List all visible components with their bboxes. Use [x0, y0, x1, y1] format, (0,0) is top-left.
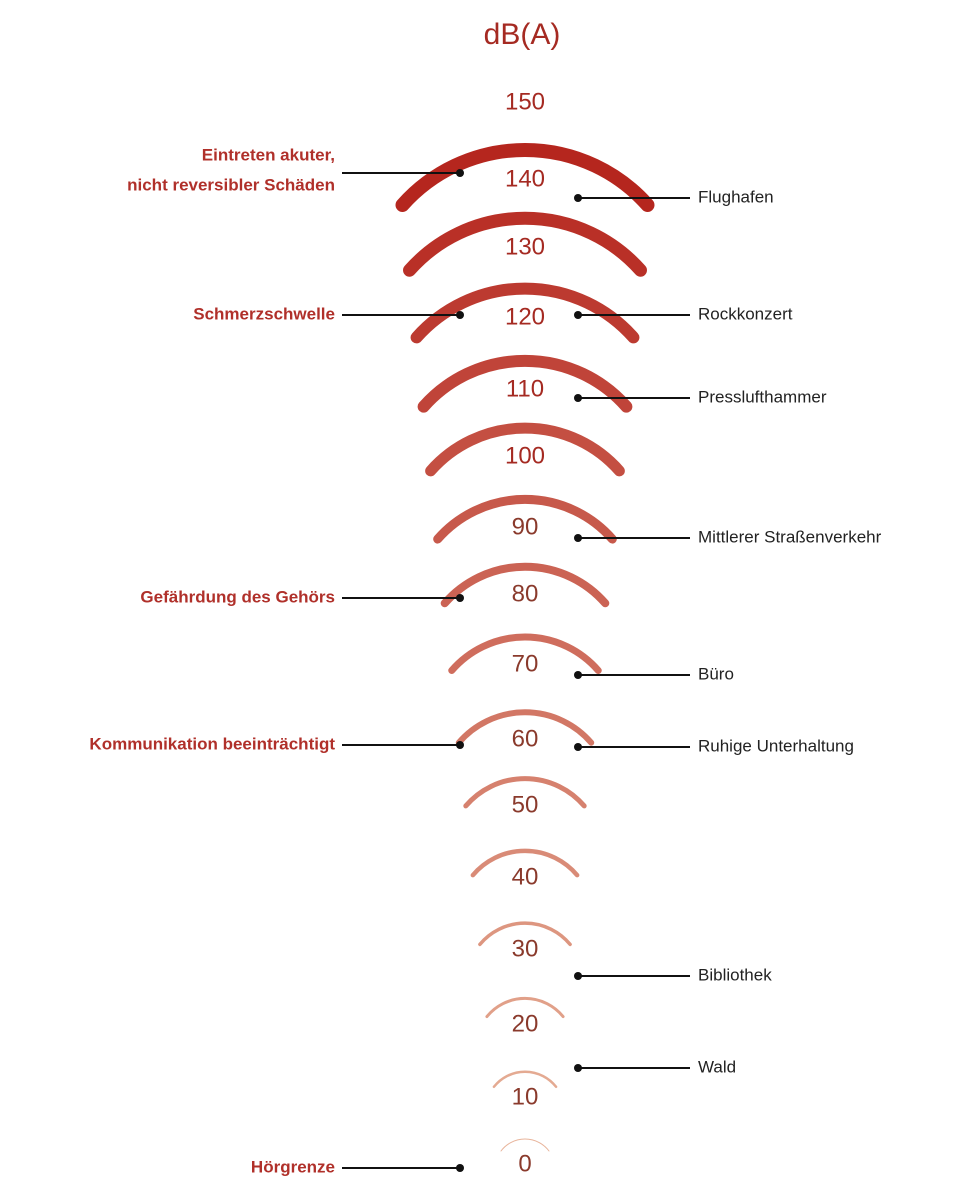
arc: [492, 1070, 558, 1089]
level-label: 80: [512, 580, 539, 607]
arc: [463, 776, 587, 809]
leader-dot: [456, 311, 464, 319]
level-label: 60: [512, 725, 539, 752]
leader-dot: [456, 169, 464, 177]
left-annotation: Hörgrenze: [251, 1157, 335, 1176]
leader-dot: [574, 1064, 582, 1072]
leader-dot: [574, 311, 582, 319]
level-label: 10: [512, 1083, 539, 1110]
left-annotation: Gefährdung des Gehörs: [140, 587, 335, 606]
arc: [425, 422, 625, 477]
left-annotation: nicht reversibler Schäden: [127, 175, 335, 194]
level-label: 130: [505, 233, 545, 260]
right-annotation: Presslufthammer: [698, 387, 827, 406]
level-label: 0: [518, 1150, 531, 1177]
level-label: 20: [512, 1010, 539, 1037]
right-annotation: Ruhige Unterhaltung: [698, 736, 854, 755]
level-label: 140: [505, 165, 545, 192]
leader-dot: [574, 671, 582, 679]
right-annotation: Rockkonzert: [698, 304, 793, 323]
left-annotation: Schmerzschwelle: [193, 304, 335, 323]
leader-dot: [574, 972, 582, 980]
arc: [417, 354, 633, 413]
level-label: 90: [512, 513, 539, 540]
leader-dot: [574, 194, 582, 202]
level-label: 150: [505, 88, 545, 115]
level-label: 70: [512, 650, 539, 677]
leader-dot: [574, 534, 582, 542]
right-annotation: Mittlerer Straßenverkehr: [698, 527, 882, 546]
level-label: 40: [512, 863, 539, 890]
arc: [433, 495, 617, 544]
level-label: 100: [505, 442, 545, 469]
level-label: 50: [512, 791, 539, 818]
arc: [455, 709, 595, 746]
arc: [470, 848, 580, 878]
left-annotation: Eintreten akuter,: [202, 145, 335, 164]
leader-dot: [456, 1164, 464, 1172]
level-label: 110: [506, 375, 544, 402]
right-annotation: Wald: [698, 1057, 736, 1076]
arc: [485, 997, 565, 1019]
title: dB(A): [484, 18, 561, 51]
arc: [395, 143, 655, 212]
right-annotation: Büro: [698, 664, 734, 683]
arc: [500, 1138, 550, 1152]
left-annotation: Kommunikation beeinträchtigt: [89, 734, 335, 753]
level-label: 30: [512, 935, 539, 962]
level-label: 120: [505, 303, 545, 330]
leader-dot: [574, 394, 582, 402]
right-annotation: Bibliothek: [698, 965, 772, 984]
leader-dot: [456, 594, 464, 602]
arc: [440, 562, 610, 608]
leader-dot: [456, 741, 464, 749]
arc: [403, 211, 647, 277]
right-annotation: Flughafen: [698, 187, 774, 206]
arc: [448, 633, 602, 674]
leader-dot: [574, 743, 582, 751]
arc: [478, 921, 572, 947]
